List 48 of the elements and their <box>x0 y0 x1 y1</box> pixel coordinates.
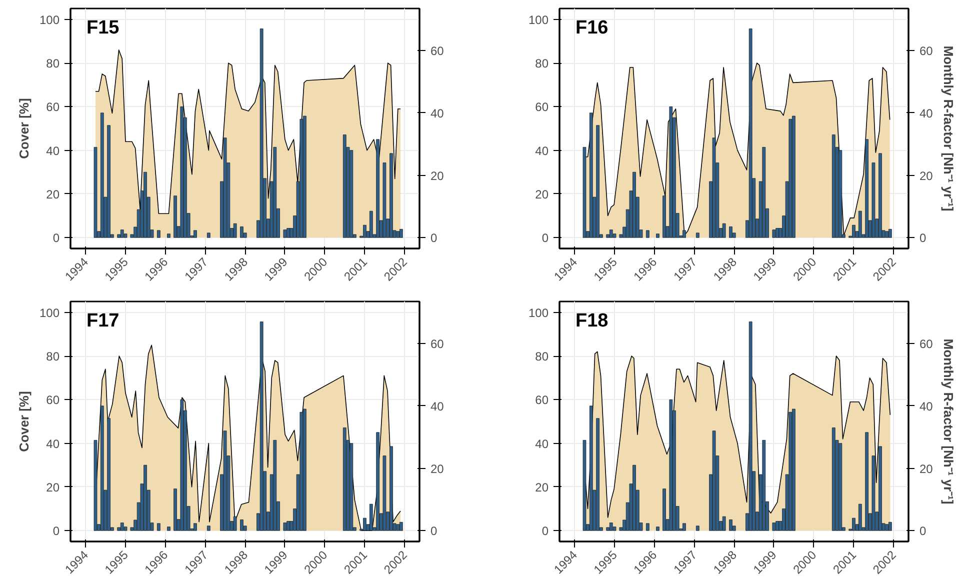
y-axis-title: Cover [%] <box>16 391 32 452</box>
y-tick-label: 80 <box>535 56 549 71</box>
y2-tick-label: 0 <box>430 231 438 246</box>
y-tick-label: 40 <box>535 436 549 451</box>
y2-tick-label: 40 <box>430 106 444 120</box>
y-tick-label: 20 <box>46 480 60 494</box>
y-tick-label: 0 <box>542 231 549 246</box>
y-tick-label: 60 <box>535 393 549 408</box>
y-axis-title: Cover [%] <box>16 98 32 159</box>
y-tick-label: 80 <box>46 350 60 364</box>
y-tick-label: 60 <box>46 393 60 408</box>
y2-tick-label: 60 <box>430 44 444 58</box>
y-tick-label: 80 <box>535 350 549 364</box>
y-tick-label: 80 <box>46 56 60 71</box>
y-tick-label: 60 <box>46 100 60 114</box>
y-tick-label: 20 <box>46 187 60 202</box>
y2-tick-label: 0 <box>920 231 926 246</box>
y-tick-label: 0 <box>52 231 60 246</box>
y-tick-label: 100 <box>39 12 60 27</box>
text: F15 <box>86 18 120 38</box>
y2-tick-label: 60 <box>920 44 934 58</box>
y2-axis-title: Monthly R-factor [Nh⁻¹ yr⁻¹] <box>940 338 956 504</box>
y2-tick-label: 20 <box>430 168 444 183</box>
text: F16 <box>576 18 608 38</box>
y-tick-label: 0 <box>52 524 60 538</box>
y-tick-label: 60 <box>535 100 549 114</box>
y-tick-label: 20 <box>535 187 549 202</box>
y2-tick-label: 20 <box>920 168 934 183</box>
y2-tick-label: 0 <box>920 524 926 538</box>
y2-tick-label: 40 <box>920 399 934 414</box>
y2-tick-label: 20 <box>920 462 934 476</box>
y-tick-label: 100 <box>528 306 549 320</box>
y-tick-label: 40 <box>46 144 60 158</box>
y2-tick-label: 60 <box>430 337 444 352</box>
y2-tick-label: 40 <box>430 399 444 414</box>
y2-axis-title: Monthly R-factor [Nh⁻¹ yr⁻¹] <box>940 46 956 212</box>
y-tick-label: 100 <box>39 306 60 320</box>
text: F17 <box>86 310 120 332</box>
y-tick-label: 0 <box>542 524 549 538</box>
y2-tick-label: 20 <box>430 462 444 476</box>
y-tick-label: 100 <box>528 12 549 27</box>
y2-tick-label: 60 <box>920 337 934 352</box>
y2-tick-label: 40 <box>920 106 934 120</box>
y2-tick-label: 0 <box>430 524 438 538</box>
y-tick-label: 40 <box>535 144 549 158</box>
text: F18 <box>576 310 608 332</box>
y-tick-label: 40 <box>46 436 60 451</box>
y-tick-label: 20 <box>535 480 549 494</box>
